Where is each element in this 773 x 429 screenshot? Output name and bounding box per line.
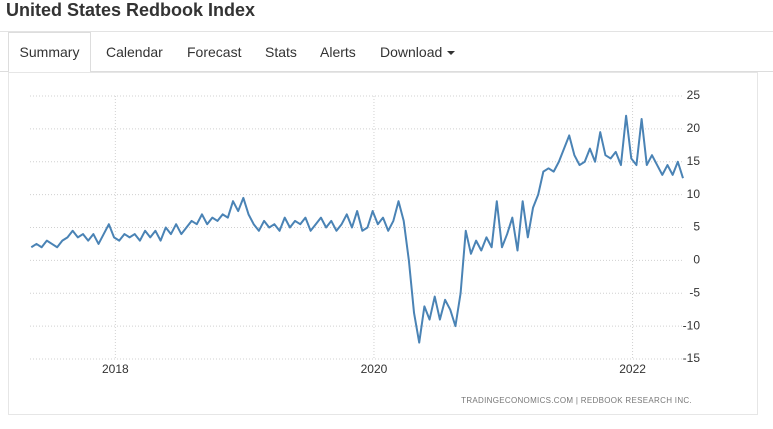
source-note: TRADINGECONOMICS.COM | REDBOOK RESEARCH … xyxy=(461,396,692,405)
tab-bar: Summary Calendar Forecast Stats Alerts D… xyxy=(0,31,773,73)
tab[interactable]: Stats xyxy=(265,44,297,60)
tab[interactable]: Alerts xyxy=(320,44,356,60)
data-line xyxy=(30,114,684,344)
y-tick-label: 10 xyxy=(687,187,701,201)
y-tick-label: 5 xyxy=(693,220,700,234)
x-tick-label: 2020 xyxy=(361,362,388,376)
y-tick-label: -15 xyxy=(683,351,701,365)
caret-icon xyxy=(447,51,456,56)
y-tick-label: 20 xyxy=(687,121,701,135)
tab[interactable]: Summary xyxy=(8,32,91,73)
y-tick-label: 15 xyxy=(687,154,701,168)
x-tick-label: 2022 xyxy=(619,362,646,376)
tab[interactable]: Calendar xyxy=(106,44,163,60)
tab[interactable]: Forecast xyxy=(187,44,242,60)
chart-panel xyxy=(8,72,758,415)
y-tick-label: -10 xyxy=(683,318,701,332)
y-tick-label: 25 xyxy=(687,88,701,102)
y-tick-label: -5 xyxy=(689,285,700,299)
page-title: United States Redbook Index xyxy=(6,0,256,20)
tab-label: Download xyxy=(380,44,443,60)
tab-dropdown[interactable]: Download xyxy=(380,44,456,60)
y-tick-label: 0 xyxy=(693,253,700,267)
x-tick-label: 2018 xyxy=(102,362,129,376)
